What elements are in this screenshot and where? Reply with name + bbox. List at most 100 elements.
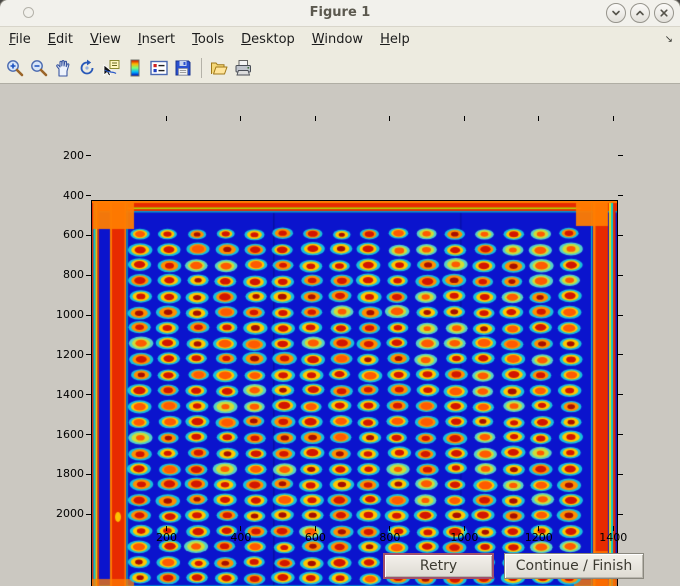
menu-item-window[interactable]: Window <box>311 32 364 47</box>
window-menu-icon <box>23 7 34 18</box>
y-tick-mark-right <box>618 155 623 157</box>
y-tick-mark-right <box>618 234 623 236</box>
x-tick-mark-top <box>463 116 465 121</box>
window-controls <box>606 3 674 23</box>
toolbar-data-cursor-button[interactable] <box>99 55 123 81</box>
y-tick-label: 1000 <box>56 308 84 322</box>
figure-toolbar <box>0 52 680 84</box>
toolbar-zoom-in-button[interactable] <box>3 55 27 81</box>
pan-icon <box>53 58 73 78</box>
x-tick-label: 200 <box>155 531 177 544</box>
y-tick-label: 1200 <box>56 347 84 361</box>
y-tick-mark-right <box>618 394 623 396</box>
y-tick-mark-right <box>618 354 623 356</box>
y-tick-mark-right <box>618 473 623 475</box>
y-tick-mark <box>86 314 91 316</box>
x-tick-mark <box>463 526 465 531</box>
y-tick-label: 1400 <box>56 387 84 401</box>
y-tick-label: 800 <box>63 268 84 282</box>
menu-item-insert[interactable]: Insert <box>137 32 176 47</box>
menu-item-view[interactable]: View <box>89 32 121 47</box>
x-tick-mark-top <box>165 116 167 121</box>
zoom-out-icon <box>29 58 49 78</box>
y-tick-label: 2000 <box>56 507 84 521</box>
chevron-down-icon <box>610 7 622 19</box>
y-tick-mark <box>86 274 91 276</box>
toolbar-open-file-button[interactable] <box>207 55 231 81</box>
menu-item-edit[interactable]: Edit <box>47 32 73 47</box>
y-tick-mark-right <box>618 434 623 436</box>
y-tick-label: 600 <box>63 228 84 242</box>
save-figure-icon <box>173 58 193 78</box>
y-tick-label: 400 <box>63 188 84 202</box>
toolbar-zoom-out-button[interactable] <box>27 55 51 81</box>
y-tick-mark-right <box>618 314 623 316</box>
zoom-in-icon <box>5 58 25 78</box>
open-file-icon <box>209 58 229 78</box>
plate-image[interactable] <box>92 201 617 586</box>
print-figure-icon <box>233 58 253 78</box>
y-tick-mark <box>86 513 91 515</box>
maximize-button[interactable] <box>630 3 650 23</box>
x-tick-mark-top <box>538 116 540 121</box>
minimize-button[interactable] <box>606 3 626 23</box>
y-tick-mark <box>86 155 91 157</box>
x-tick-label: 1400 <box>599 531 628 544</box>
x-tick-mark-top <box>389 116 391 121</box>
x-tick-mark <box>240 526 242 531</box>
y-tick-mark <box>86 354 91 356</box>
y-tick-label: 1800 <box>56 467 84 481</box>
y-tick-mark-right <box>618 274 623 276</box>
menu-bar: File Edit View Insert Tools Desktop Window Help <box>0 27 680 52</box>
insert-colorbar-icon <box>125 58 145 78</box>
x-tick-label: 1200 <box>524 531 553 544</box>
x-tick-mark <box>389 526 391 531</box>
retry-button[interactable]: Retry <box>383 553 494 579</box>
axes-box <box>91 200 618 586</box>
toolbar-pan-button[interactable] <box>51 55 75 81</box>
toolbar-separator <box>201 57 202 78</box>
menu-item-desktop[interactable]: Desktop <box>241 32 295 47</box>
x-tick-mark <box>538 526 540 531</box>
toolbar-print-figure-button[interactable] <box>231 55 255 81</box>
figure-canvas-area: 200 400 600 800 1000 1200 1400 200 400 600 800 1000… <box>0 85 680 586</box>
y-tick-mark <box>86 195 91 197</box>
y-tick-mark <box>86 473 91 475</box>
x-tick-mark-top <box>240 116 242 121</box>
continue-finish-button[interactable]: Continue / Finish <box>504 553 644 579</box>
x-tick-mark-top <box>612 116 614 121</box>
data-cursor-icon <box>101 58 121 78</box>
toolbar-insert-colorbar-button[interactable] <box>123 55 147 81</box>
x-tick-label: 400 <box>230 531 252 544</box>
y-tick-label: 1600 <box>56 427 84 441</box>
menu-overflow-arrow[interactable]: ↘ <box>664 34 673 45</box>
toolbar-save-figure-button[interactable] <box>171 55 195 81</box>
x-icon <box>658 7 670 19</box>
y-tick-mark-right <box>618 513 623 515</box>
x-tick-mark <box>612 526 614 531</box>
title-bar[interactable]: Figure 1 <box>0 0 680 27</box>
menu-item-tools[interactable]: Tools <box>192 32 225 47</box>
y-tick-mark <box>86 234 91 236</box>
menu-item-help[interactable]: Help <box>380 32 410 47</box>
insert-legend-icon <box>149 58 169 78</box>
toolbar-insert-legend-button[interactable] <box>147 55 171 81</box>
x-tick-mark-top <box>314 116 316 121</box>
x-tick-mark <box>165 526 167 531</box>
menu-item-file[interactable]: File <box>9 32 31 47</box>
y-tick-mark <box>86 434 91 436</box>
close-button[interactable] <box>654 3 674 23</box>
x-tick-label: 600 <box>304 531 326 544</box>
toolbar-rotate-3d-button[interactable] <box>75 55 99 81</box>
y-tick-label: 200 <box>63 148 84 162</box>
chevron-up-icon <box>634 7 646 19</box>
x-tick-label: 800 <box>379 531 401 544</box>
y-tick-mark-right <box>618 195 623 197</box>
y-tick-mark <box>86 394 91 396</box>
axes-frame <box>91 200 618 586</box>
window-title: Figure 1 <box>309 5 371 20</box>
x-tick-mark <box>314 526 316 531</box>
rotate-3d-icon <box>77 58 97 78</box>
x-tick-label: 1000 <box>450 531 479 544</box>
